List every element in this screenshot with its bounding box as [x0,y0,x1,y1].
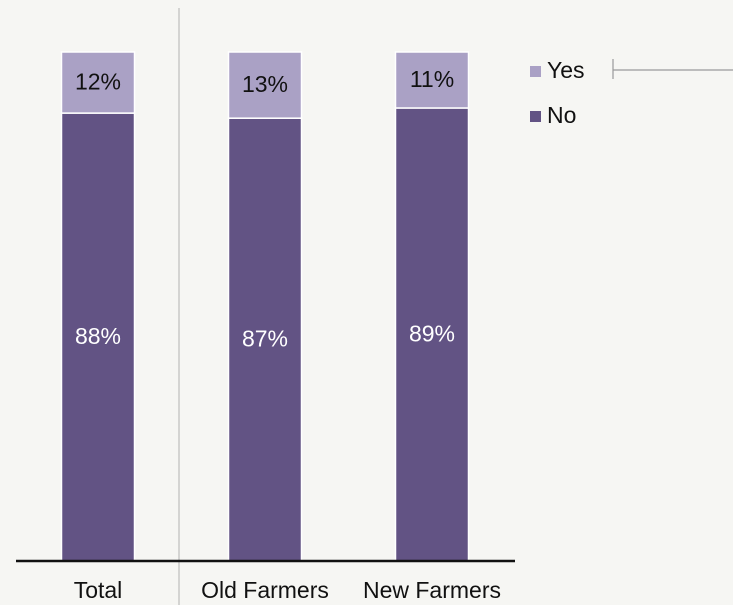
x-tick-label-total: Total [74,577,123,603]
data-label-total-yes: 12% [75,69,121,95]
data-label-total-no: 88% [75,323,121,349]
bar-old-farmers-no [227,117,303,562]
data-label-new-farmers-yes: 11% [410,66,454,92]
legend-swatch-yes [530,66,541,77]
bar-old-farmers-yes [227,51,303,119]
legend-swatch-no [530,111,541,122]
data-label-new-farmers-no: 89% [409,321,455,347]
data-label-old-farmers-yes: 13% [242,71,288,97]
bar-new-farmers-yes [394,51,470,109]
bar-total-no [60,112,136,562]
legend-connector [612,59,733,79]
bar-total-yes [60,51,136,114]
legend: Yes No [530,57,585,128]
bars-layer: 88% 12% 87% 13% 89% 11% [60,51,470,562]
category-labels: Total Old Farmers New Farmers [74,577,501,603]
data-label-old-farmers-no: 87% [242,326,288,352]
legend-label-yes: Yes [547,57,585,83]
legend-label-no: No [547,102,576,128]
x-tick-label-new-farmers: New Farmers [363,577,501,603]
bar-new-farmers-no [394,107,470,562]
x-tick-label-old-farmers: Old Farmers [201,577,329,603]
